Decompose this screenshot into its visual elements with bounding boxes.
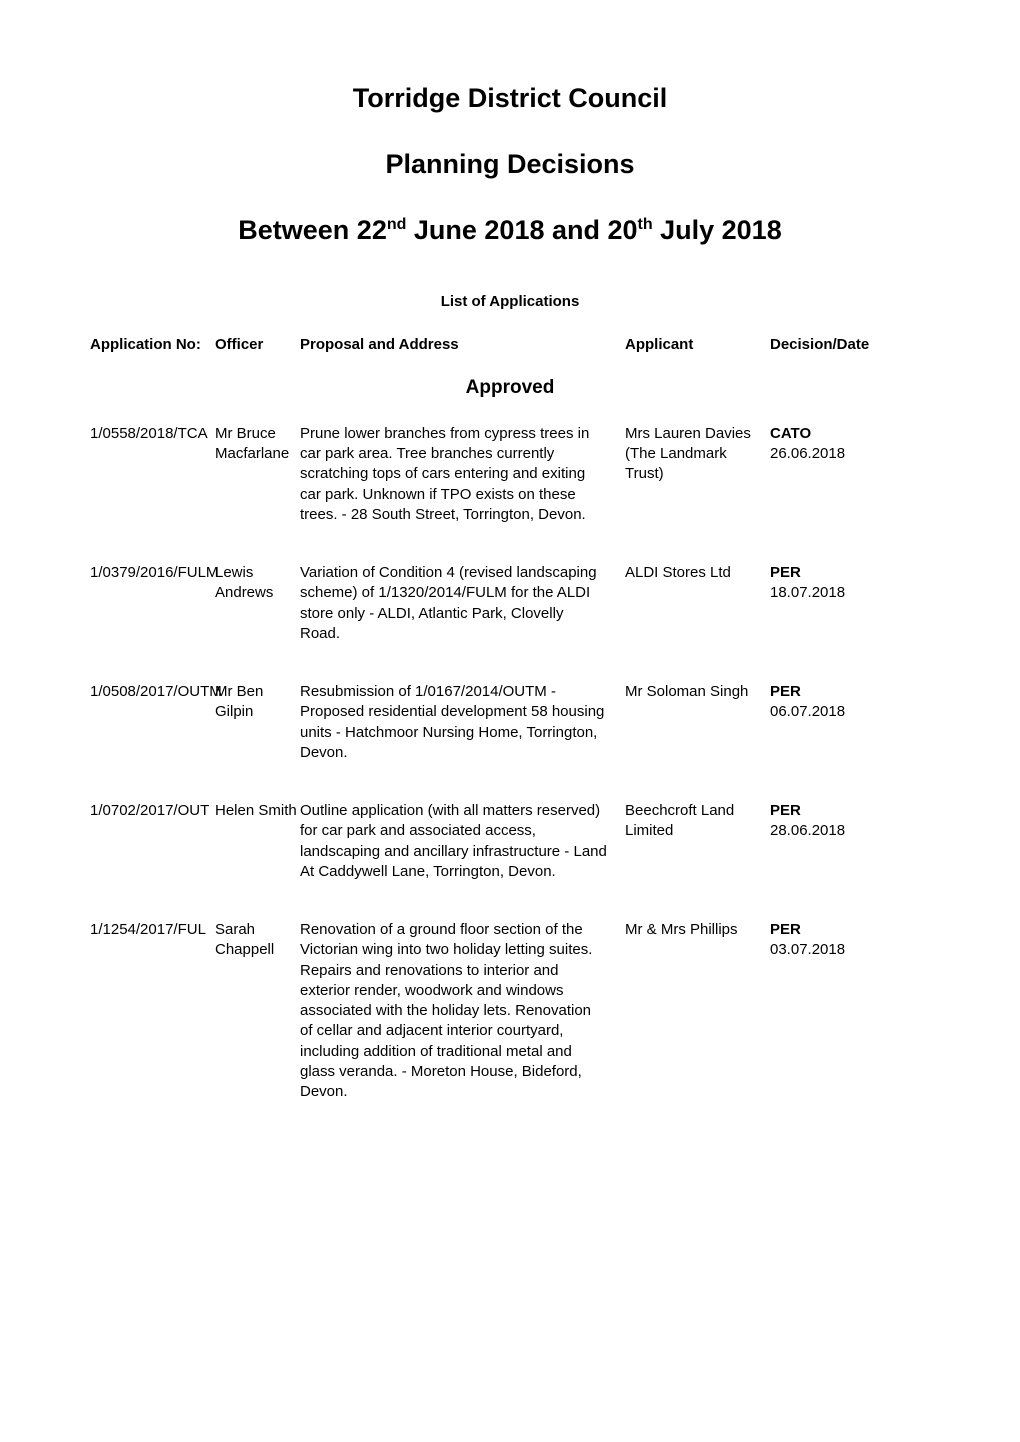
proposal-and-address: Prune lower branches from cypress trees … — [300, 424, 625, 525]
officer: Helen Smith — [215, 801, 300, 821]
applicant: Mr & Mrs Phillips — [625, 920, 770, 940]
decision-date: 03.07.2018 — [770, 940, 925, 960]
date-range-title: Between 22nd June 2018 and 20th July 201… — [90, 212, 930, 250]
col-header-application-no: Application No: — [90, 334, 215, 355]
decision-date: 26.06.2018 — [770, 444, 925, 464]
applicant: Mr Soloman Singh — [625, 682, 770, 702]
decision-code: PER — [770, 682, 925, 702]
officer: Mr Ben Gilpin — [215, 682, 300, 723]
col-header-applicant: Applicant — [625, 334, 770, 355]
decision-and-date: PER03.07.2018 — [770, 920, 925, 961]
application-row: 1/0702/2017/OUTHelen SmithOutline applic… — [90, 801, 930, 882]
decision-code: CATO — [770, 424, 925, 444]
list-of-applications-heading: List of Applications — [90, 291, 930, 312]
main-title: Torridge District Council — [90, 80, 930, 118]
application-no: 1/1254/2017/FUL — [90, 920, 215, 940]
decision-and-date: PER18.07.2018 — [770, 563, 925, 604]
col-header-decision: Decision/Date — [770, 334, 925, 355]
decision-code: PER — [770, 920, 925, 940]
application-no: 1/0379/2016/FULM — [90, 563, 215, 583]
decision-date: 18.07.2018 — [770, 583, 925, 603]
decision-code: PER — [770, 801, 925, 821]
proposal-and-address: Variation of Condition 4 (revised landsc… — [300, 563, 625, 644]
application-row: 1/0379/2016/FULMLewis AndrewsVariation o… — [90, 563, 930, 644]
applicant: Mrs Lauren Davies (The Landmark Trust) — [625, 424, 770, 485]
decision-and-date: PER06.07.2018 — [770, 682, 925, 723]
applications-list: 1/0558/2018/TCAMr Bruce MacfarlanePrune … — [90, 424, 930, 1103]
application-no: 1/0558/2018/TCA — [90, 424, 215, 444]
application-no: 1/0508/2017/OUTM — [90, 682, 215, 702]
decision-and-date: PER28.06.2018 — [770, 801, 925, 842]
applicant: ALDI Stores Ltd — [625, 563, 770, 583]
officer: Lewis Andrews — [215, 563, 300, 604]
application-row: 1/0558/2018/TCAMr Bruce MacfarlanePrune … — [90, 424, 930, 525]
officer: Sarah Chappell — [215, 920, 300, 961]
decision-and-date: CATO26.06.2018 — [770, 424, 925, 465]
column-header-row: Application No: Officer Proposal and Add… — [90, 334, 930, 355]
decision-date: 06.07.2018 — [770, 702, 925, 722]
applicant: Beechcroft Land Limited — [625, 801, 770, 842]
section-heading-approved: Approved — [90, 375, 930, 402]
decision-code: PER — [770, 563, 925, 583]
decision-date: 28.06.2018 — [770, 821, 925, 841]
officer: Mr Bruce Macfarlane — [215, 424, 300, 465]
col-header-proposal: Proposal and Address — [300, 334, 625, 355]
proposal-and-address: Resubmission of 1/0167/2014/OUTM - Propo… — [300, 682, 625, 763]
proposal-and-address: Renovation of a ground floor section of … — [300, 920, 625, 1102]
proposal-and-address: Outline application (with all matters re… — [300, 801, 625, 882]
application-no: 1/0702/2017/OUT — [90, 801, 215, 821]
application-row: 1/0508/2017/OUTMMr Ben GilpinResubmissio… — [90, 682, 930, 763]
application-row: 1/1254/2017/FULSarah ChappellRenovation … — [90, 920, 930, 1102]
col-header-officer: Officer — [215, 334, 300, 355]
sub-title: Planning Decisions — [90, 146, 930, 184]
